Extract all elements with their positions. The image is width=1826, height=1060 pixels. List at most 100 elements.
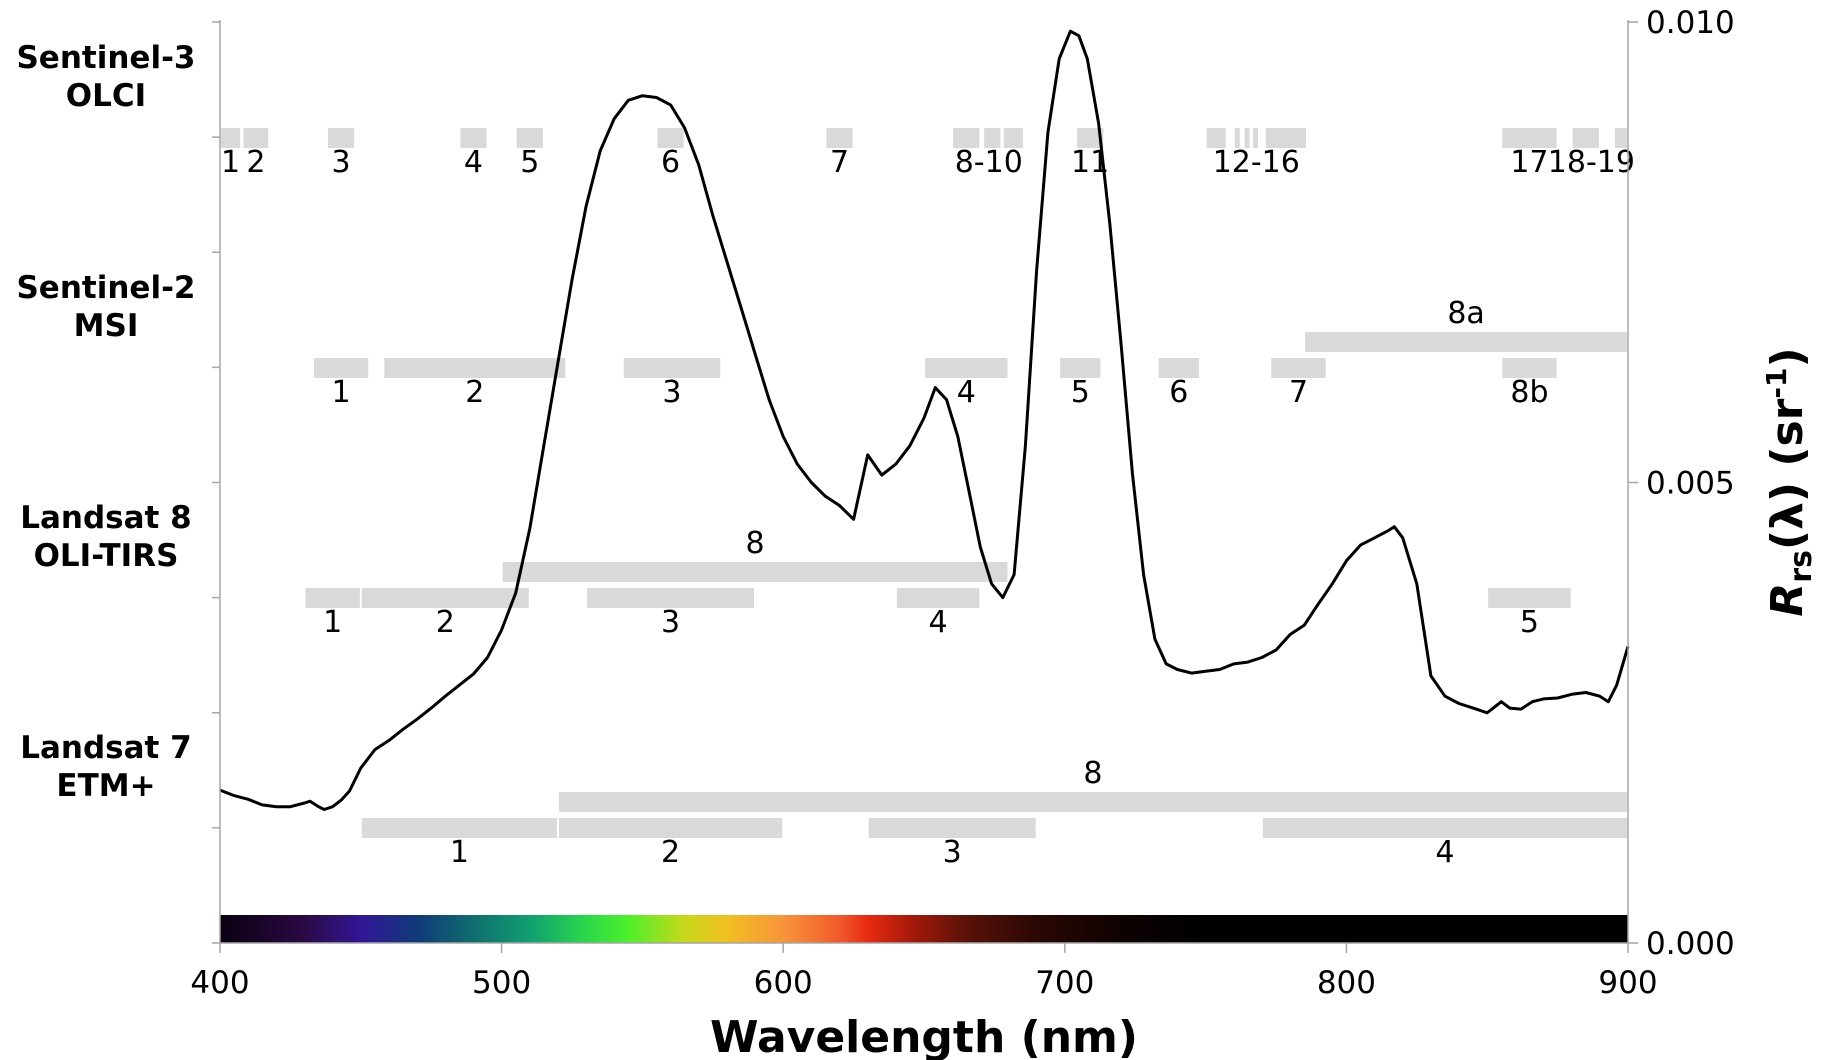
band-label: 2 — [465, 375, 484, 410]
band-bar — [502, 562, 1008, 582]
sensor-name-line1: Sentinel-3 — [16, 40, 195, 76]
band-label: 3 — [662, 375, 681, 410]
band-bar — [984, 128, 1001, 148]
band-label: 3 — [943, 835, 962, 870]
band-bar — [587, 588, 755, 608]
band-label: 2 — [436, 605, 455, 640]
band-label: 1 — [221, 145, 240, 180]
band-bar — [1253, 128, 1259, 148]
band-bar — [623, 358, 721, 378]
sensor-bands-4: 1 2 3 4 8 — [361, 756, 1628, 870]
y-axis-title-close: ) — [1762, 347, 1813, 367]
sensor-name-line2: OLCI — [66, 78, 146, 114]
band-bar — [868, 818, 1036, 838]
y-axis-title-text: (λ) (sr — [1762, 398, 1813, 550]
band-label: 7 — [830, 145, 849, 180]
band-bar — [1271, 358, 1326, 378]
band-label: 1 — [323, 605, 342, 640]
band-group-label: 12-16 — [1213, 145, 1300, 180]
sensor-bands-1: 1 2 3 4 5 6 7 11 178-10 12-16 18-19 — [221, 128, 1635, 180]
band-bar — [1262, 818, 1627, 838]
band-label: 8a — [1447, 296, 1484, 331]
band-bar — [558, 792, 1628, 812]
y-tick-label: 0.005 — [1646, 466, 1735, 502]
rrs-spectrum-line — [219, 29, 1630, 811]
band-label: 2 — [246, 145, 265, 180]
sensor-bands-3: 1 2 3 4 8 5 — [305, 526, 1571, 640]
band-bar — [1488, 588, 1571, 608]
band-bar — [384, 358, 566, 378]
band-label: 4 — [929, 605, 948, 640]
band-bar — [328, 128, 355, 148]
y-tick-label: 0.010 — [1646, 5, 1735, 41]
band-group-label: 18-19 — [1548, 145, 1635, 180]
band-label: 4 — [464, 145, 483, 180]
y-axis-title-subscript: rs — [1784, 550, 1819, 583]
band-bar — [361, 818, 557, 838]
x-tick-label: 500 — [472, 965, 531, 1001]
x-tick-label: 600 — [754, 965, 813, 1001]
band-label: 3 — [332, 145, 351, 180]
band-label: 7 — [1289, 375, 1308, 410]
axes: 0.000 0.005 0.010 400 500 600 700 800 900 — [190, 5, 1734, 1001]
band-bar — [305, 588, 360, 608]
y-tick-label: 0.000 — [1646, 926, 1735, 962]
band-label: 8b — [1510, 375, 1548, 410]
band-bar — [1234, 128, 1240, 148]
band-bar — [1003, 128, 1023, 148]
band-bar — [1572, 128, 1599, 148]
band-bar — [361, 588, 529, 608]
band-bar — [558, 818, 783, 838]
band-label: 1 — [450, 835, 469, 870]
band-bar — [313, 358, 369, 378]
band-bar — [221, 128, 241, 148]
band-group-label: 8-10 — [955, 145, 1023, 180]
band-bar — [1502, 358, 1557, 378]
band-bar — [243, 128, 269, 148]
y-axis-title: Rrs(λ) (sr-1) — [1760, 347, 1819, 616]
sensor-name-line1: Landsat 8 — [20, 500, 191, 536]
x-axis-title: Wavelength (nm) — [710, 1012, 1138, 1060]
band-label: 5 — [1071, 375, 1090, 410]
band-bar — [826, 128, 853, 148]
band-bar — [460, 128, 487, 148]
band-bar — [1265, 128, 1306, 148]
band-bar — [516, 128, 543, 148]
sensor-name-line1: Sentinel-2 — [16, 270, 195, 306]
sensor-bands-2: 1 2 3 4 5 6 7 8a 8b — [313, 296, 1627, 410]
band-label: 2 — [661, 835, 680, 870]
band-label: 6 — [661, 145, 680, 180]
band-label: 8 — [1083, 756, 1102, 791]
band-bar — [657, 128, 684, 148]
x-tick-label: 900 — [1598, 965, 1657, 1001]
band-bar — [1502, 128, 1557, 148]
band-bar — [1077, 128, 1104, 148]
sensor-name-line2: ETM+ — [56, 768, 155, 804]
sensor-name-line1: Landsat 7 — [20, 730, 191, 766]
band-bar — [1060, 358, 1101, 378]
band-bar — [1305, 332, 1627, 352]
band-label: 3 — [661, 605, 680, 640]
band-label: 4 — [957, 375, 976, 410]
band-label: 4 — [1435, 835, 1454, 870]
band-bar — [1206, 128, 1226, 148]
band-label: 1 — [332, 375, 351, 410]
band-label: 5 — [1520, 605, 1539, 640]
spectrum-colorbar — [220, 915, 1628, 943]
sensor-name-line2: MSI — [74, 308, 139, 344]
band-bar — [1614, 128, 1627, 148]
x-tick-label: 400 — [190, 965, 249, 1001]
band-bar — [896, 588, 980, 608]
sensor-name-line2: OLI-TIRS — [34, 538, 179, 574]
band-label: 8 — [745, 526, 764, 561]
band-bar — [1158, 358, 1199, 378]
band-bar — [1244, 128, 1250, 148]
x-tick-label: 700 — [1035, 965, 1094, 1001]
band-bar — [953, 128, 980, 148]
band-label: 17 — [1510, 145, 1548, 180]
y-axis-title-superscript: -1 — [1760, 368, 1793, 399]
band-label: 6 — [1169, 375, 1188, 410]
